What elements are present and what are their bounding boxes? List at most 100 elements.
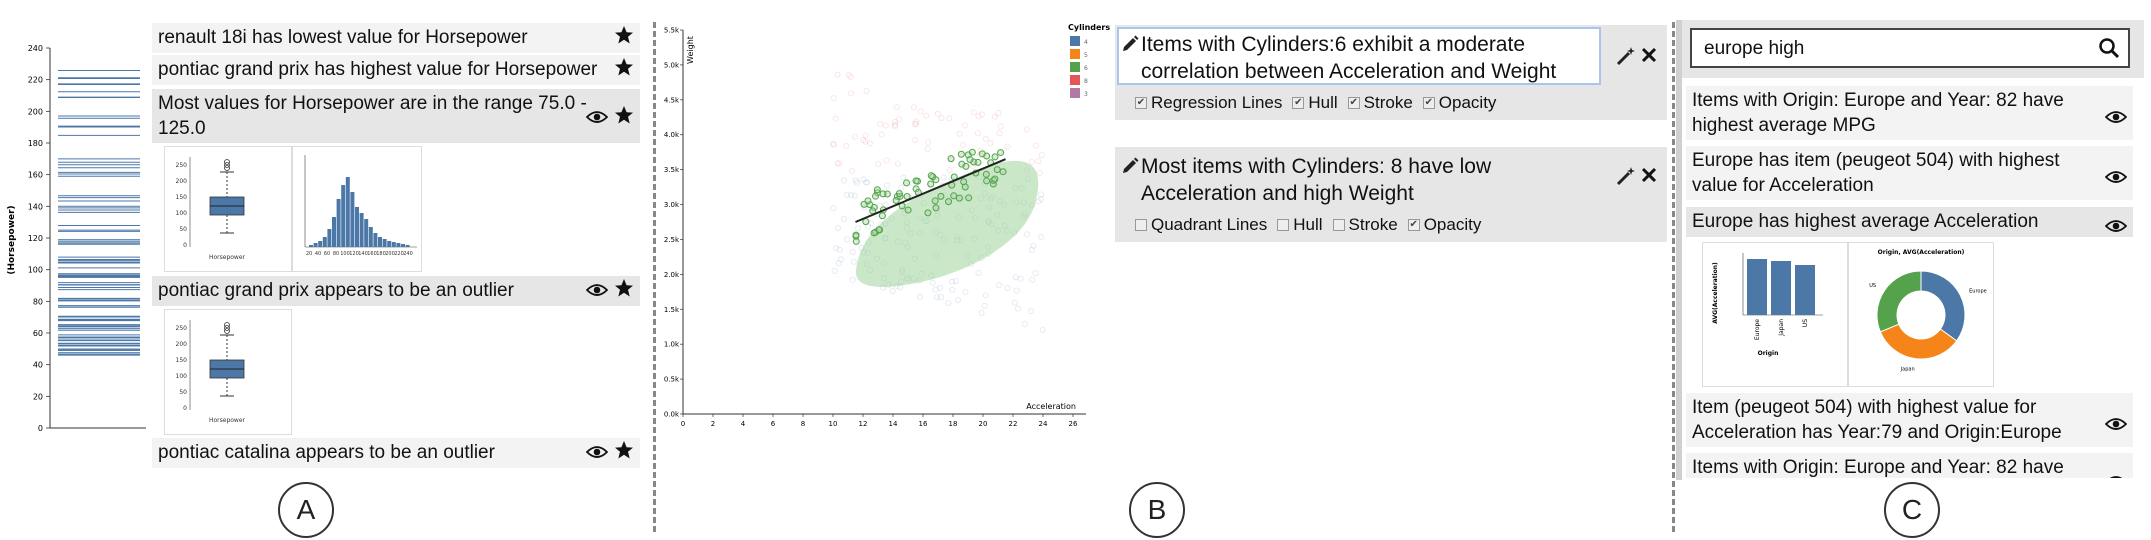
box-tick: 0 — [183, 242, 187, 249]
result-row[interactable]: Item (peugeot 504) with highest value fo… — [1686, 393, 2133, 447]
scatter-point-faded — [1037, 170, 1042, 175]
strip-tick-label: 80 — [33, 297, 43, 306]
result-row[interactable]: Europe has highest average Acceleration — [1686, 207, 2133, 237]
scatter-ytick-label: 5.0k — [664, 61, 680, 69]
scatter-point-faded — [947, 168, 952, 173]
eye-icon[interactable] — [586, 279, 608, 304]
box-xlabel: Horsepower — [209, 417, 246, 424]
scatter-point-faded — [1036, 158, 1041, 163]
checkbox[interactable] — [1333, 219, 1345, 231]
search-box[interactable]: europe high — [1690, 28, 2130, 68]
star-icon[interactable] — [614, 25, 634, 52]
insight-text: Most items with Cylinders: 8 have low Ac… — [1141, 153, 1586, 207]
star-icon[interactable] — [614, 278, 634, 305]
scatter-point-highlighted — [962, 184, 968, 190]
option-hull[interactable]: Hull — [1277, 215, 1322, 235]
histogram-thumbnail[interactable]: 20 40 60 80 100 120 140 160 180 200 220 240 — [292, 146, 422, 272]
scatter-point-faded — [850, 249, 855, 254]
scatter-ytick-label: 4.5k — [664, 96, 680, 104]
close-icon[interactable] — [1641, 167, 1657, 188]
eye-icon[interactable] — [2105, 471, 2127, 478]
scatter-ytick-label: 3.0k — [664, 201, 680, 209]
legend-swatch — [1070, 62, 1080, 72]
checkbox[interactable]: ✔ — [1423, 97, 1435, 109]
option-hull[interactable]: ✔ Hull — [1292, 93, 1337, 113]
checkbox[interactable] — [1277, 219, 1289, 231]
panel-label-c: C — [1884, 482, 1940, 538]
option-regression-lines[interactable]: ✔ Regression Lines — [1135, 93, 1282, 113]
scatter-point-highlighted — [975, 159, 981, 165]
result-row[interactable]: Items with Origin: Europe and Year: 82 h… — [1686, 86, 2133, 140]
scatter-point-highlighted — [865, 198, 871, 204]
display-options: ✔ Regression Lines ✔ Hull ✔ Stroke ✔ Opacity — [1135, 93, 1496, 113]
scatter-point-faded — [950, 287, 955, 292]
scatter-point-highlighted — [928, 173, 934, 179]
insight-card[interactable]: Items with Cylinders:6 exhibit a moderat… — [1115, 25, 1667, 120]
scatter-point-highlighted — [928, 181, 934, 187]
checkbox[interactable]: ✔ — [1348, 97, 1360, 109]
legend-label: 3 — [1084, 91, 1088, 98]
scatter-xtick-label: 24 — [1039, 420, 1048, 428]
strip-tick-label: 20 — [33, 392, 43, 401]
close-icon[interactable] — [1641, 47, 1657, 68]
result-row[interactable]: Items with Origin: Europe and Year: 82 h… — [1686, 453, 2133, 478]
option-opacity[interactable]: ✔ Opacity — [1423, 93, 1497, 113]
scatter-point-faded — [849, 168, 854, 173]
eye-icon[interactable] — [586, 106, 608, 131]
scatter-point-highlighted — [984, 178, 990, 184]
magic-wand-icon[interactable] — [1615, 165, 1637, 192]
panel-b: Weight Acceleration 5.5k 5.0k 4.5k 4.0k 3.5k… — [656, 0, 1676, 540]
checkbox[interactable]: ✔ — [1135, 97, 1147, 109]
scatter-point-faded — [1033, 143, 1038, 148]
scatter-ytick-label: 3.5k — [664, 166, 680, 174]
search-icon[interactable] — [2098, 37, 2120, 64]
eye-icon[interactable] — [2105, 106, 2127, 131]
scatter-point-faded — [997, 131, 1002, 136]
boxplot-thumbnail[interactable]: 250 200 150 100 50 0 Horsepower — [164, 309, 292, 435]
star-icon[interactable] — [614, 57, 634, 84]
scatter-point-faded — [851, 259, 856, 264]
scatter-point-faded — [841, 178, 846, 183]
hist-bar — [309, 245, 313, 247]
option-quadrant-lines[interactable]: Quadrant Lines — [1135, 215, 1267, 235]
result-row[interactable]: Europe has item (peugeot 504) with highe… — [1686, 146, 2133, 200]
eye-icon[interactable] — [2105, 215, 2127, 240]
option-stroke[interactable]: ✔ Stroke — [1348, 93, 1413, 113]
checkbox[interactable]: ✔ — [1292, 97, 1304, 109]
bar-chart-thumbnail[interactable]: AVG(Acceleration) Origin Europe Japan US — [1702, 242, 1848, 387]
scatter-xtick-label: 22 — [1009, 420, 1018, 428]
insight-row[interactable]: Most values for Horsepower are in the ra… — [152, 89, 640, 143]
scatter-point-highlighted — [967, 157, 973, 163]
scatter-point-faded — [947, 116, 952, 121]
insight-card[interactable]: Most items with Cylinders: 8 have low Ac… — [1115, 147, 1667, 242]
option-stroke[interactable]: Stroke — [1333, 215, 1398, 235]
magic-wand-icon[interactable] — [1615, 45, 1637, 72]
insight-row[interactable]: renault 18i has lowest value for Horsepo… — [152, 23, 640, 53]
scatter-point-faded — [841, 216, 846, 221]
checkbox[interactable]: ✔ — [1408, 219, 1420, 231]
scatter-plot: Weight Acceleration 5.5k5.0k4.5k4.0k3.5k… — [656, 20, 1106, 440]
insight-row[interactable]: pontiac catalina appears to be an outlie… — [152, 438, 640, 468]
insight-row[interactable]: pontiac grand prix appears to be an outl… — [152, 276, 640, 306]
boxplot-chart: 250 200 150 100 50 0 Horsepower — [165, 147, 291, 271]
boxplot-thumbnail[interactable]: 250 200 150 100 50 0 Horsepower — [164, 146, 292, 272]
insight-row[interactable]: pontiac grand prix has highest value for… — [152, 55, 640, 85]
scatter-point-faded — [1029, 159, 1034, 164]
star-icon[interactable] — [614, 105, 634, 132]
scatter-point-highlighted — [994, 167, 1000, 173]
donut-chart-thumbnail[interactable]: Origin, AVG(Acceleration) Europe Japan US — [1848, 242, 1994, 387]
scatter-point-faded — [1028, 308, 1033, 313]
eye-icon[interactable] — [2105, 413, 2127, 438]
search-input[interactable]: europe high — [1704, 38, 1804, 60]
option-opacity[interactable]: ✔ Opacity — [1408, 215, 1482, 235]
scatter-point-faded — [833, 116, 838, 121]
star-icon[interactable] — [614, 440, 634, 467]
scatter-point-faded — [869, 221, 874, 226]
scatter-point-faded — [884, 183, 889, 188]
checkbox[interactable] — [1135, 219, 1147, 231]
eye-icon[interactable] — [586, 441, 608, 466]
mini-bar — [1795, 265, 1815, 315]
hist-bar — [341, 185, 345, 247]
scatter-ytick-label: 0.0k — [664, 411, 680, 419]
eye-icon[interactable] — [2105, 166, 2127, 191]
